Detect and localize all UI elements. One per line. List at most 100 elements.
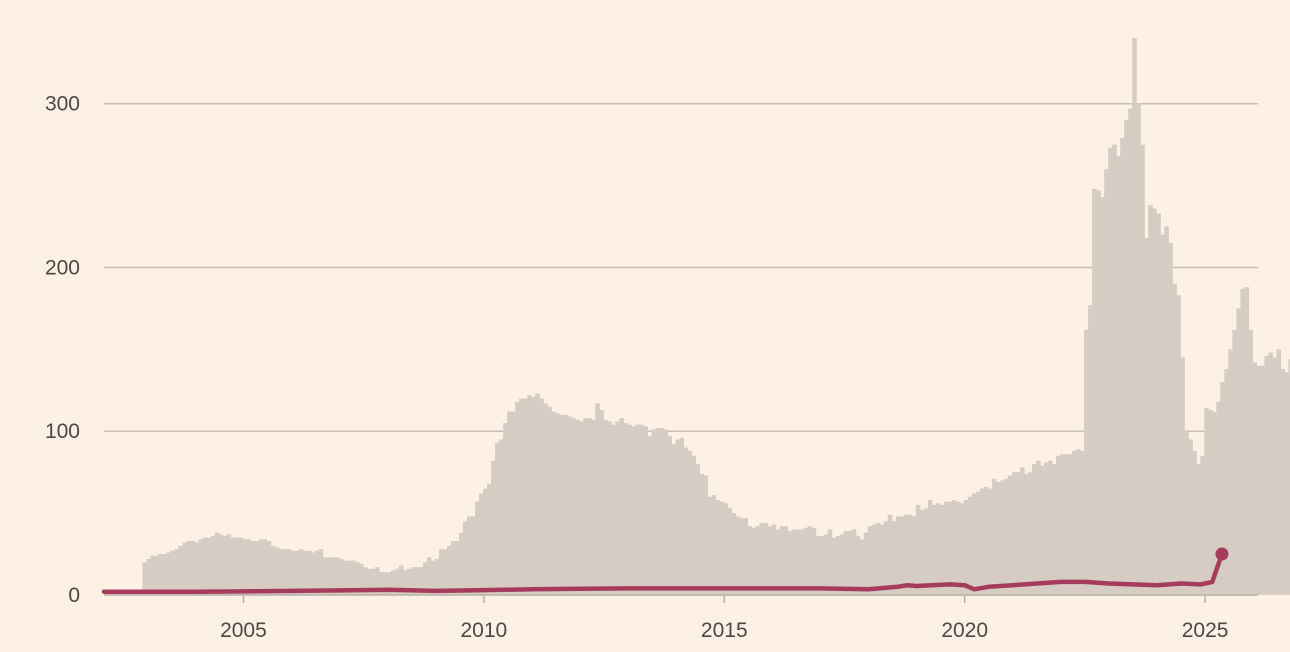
x-tick-labels: 2005 2010 2015 2020 2025 (220, 619, 1228, 642)
bar (963, 500, 969, 595)
bar (459, 532, 464, 595)
y-tick-label: 300 (45, 93, 80, 116)
bar (975, 491, 981, 595)
x-axis (104, 594, 1258, 603)
bar (579, 421, 584, 595)
bar (707, 496, 713, 595)
bar (587, 418, 592, 595)
bar (1172, 283, 1177, 595)
bar (523, 398, 528, 595)
bar (619, 418, 624, 595)
bar (282, 549, 288, 595)
bar (238, 537, 244, 595)
bar (362, 567, 368, 595)
bar (1015, 472, 1021, 595)
bar (1288, 359, 1290, 595)
bar (771, 524, 777, 595)
bar (863, 532, 869, 595)
bar (827, 529, 833, 595)
bar (499, 439, 504, 595)
bar (831, 537, 837, 595)
bar (170, 550, 176, 595)
bar (1156, 213, 1161, 595)
bar (759, 522, 765, 595)
bar (442, 549, 448, 595)
bar (791, 529, 797, 595)
bar (571, 418, 576, 595)
bar (1184, 431, 1189, 595)
bar (1060, 454, 1065, 595)
bar (455, 540, 460, 595)
bar (935, 503, 941, 595)
bar (430, 560, 436, 595)
bar (1003, 478, 1009, 595)
bar (394, 568, 400, 595)
bar (1264, 355, 1270, 595)
bar (398, 565, 404, 595)
bar (1028, 472, 1033, 595)
bar (1152, 208, 1157, 595)
bar (463, 521, 468, 595)
bar (1168, 242, 1173, 595)
bar (342, 560, 348, 595)
bar (1080, 450, 1085, 595)
bar (855, 536, 861, 595)
bar (302, 550, 308, 595)
bar (691, 455, 697, 595)
bar (1280, 369, 1286, 595)
bar (763, 522, 769, 595)
bar (639, 424, 644, 595)
bar (322, 557, 328, 595)
bar (310, 552, 316, 595)
bar (1232, 329, 1237, 595)
bar (927, 500, 933, 595)
bar (671, 444, 676, 595)
bar (815, 536, 821, 595)
bar (467, 516, 472, 595)
bar (186, 540, 192, 595)
bar (1068, 454, 1073, 595)
bar (779, 526, 785, 595)
bar (314, 550, 320, 595)
bar (270, 545, 276, 595)
bar (174, 549, 180, 595)
bar (859, 539, 865, 595)
bar (495, 442, 500, 595)
bar (1011, 472, 1017, 595)
line-end-marker (1215, 547, 1229, 561)
bar (755, 526, 761, 595)
x-tick-label: 2025 (1182, 619, 1229, 642)
bar (278, 549, 284, 595)
bar (503, 423, 508, 595)
bar (294, 550, 300, 595)
bar (1007, 475, 1013, 595)
bar (603, 419, 608, 595)
bar (947, 501, 953, 595)
bar (1096, 190, 1101, 596)
bar (1132, 38, 1137, 595)
bar (567, 416, 572, 595)
bar (819, 536, 825, 595)
bar (851, 529, 857, 595)
bar (555, 413, 560, 595)
bar (418, 567, 424, 595)
bar (318, 549, 324, 595)
line-series (101, 547, 1229, 594)
bar (475, 501, 480, 595)
bar (651, 429, 656, 595)
bar (487, 483, 492, 595)
bar (298, 549, 304, 595)
bar (246, 539, 252, 595)
bar (426, 557, 432, 595)
bar (286, 549, 292, 595)
bar (422, 562, 428, 595)
bar (1084, 329, 1089, 595)
x-tick-label: 2015 (701, 619, 748, 642)
bar (242, 539, 248, 595)
bar (535, 393, 540, 595)
bar (1120, 138, 1125, 595)
bar (202, 537, 208, 595)
bar (266, 540, 272, 595)
bar (334, 557, 340, 595)
bar (679, 437, 685, 595)
